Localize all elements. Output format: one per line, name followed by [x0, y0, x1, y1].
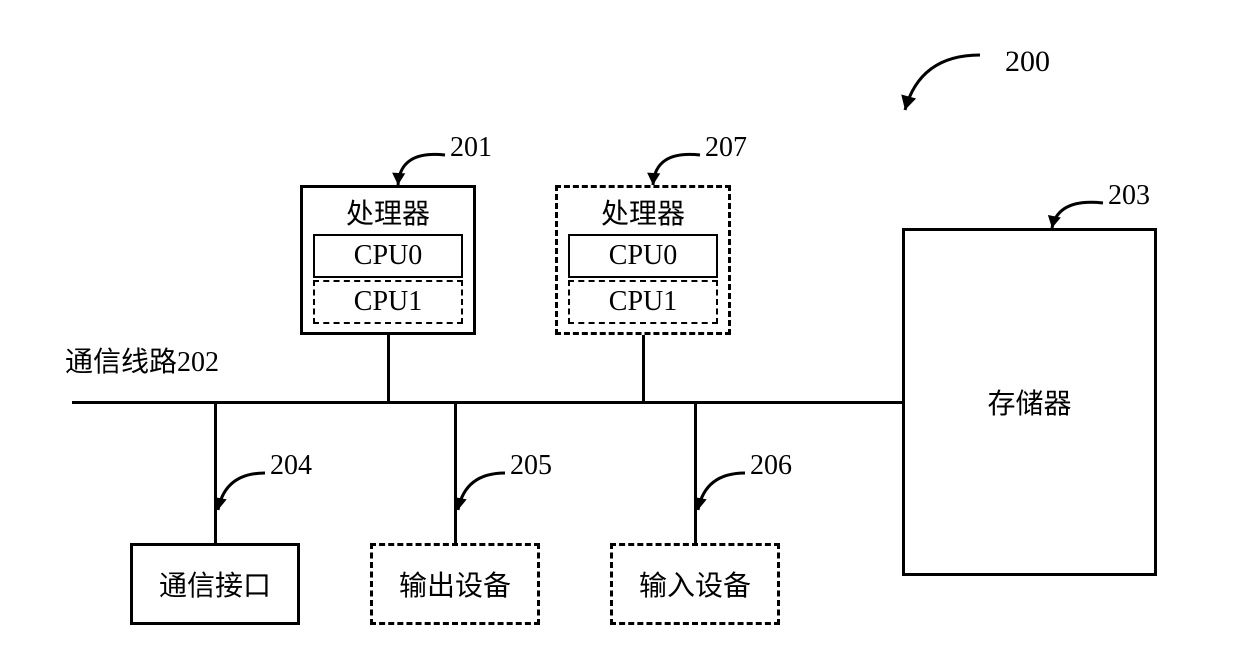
input-device-206-callout-arrow: [0, 0, 1240, 672]
diagram-stage: 通信线路202 200 处理器 CPU0 CPU1 201 处理器 CPU0 C…: [0, 0, 1240, 672]
